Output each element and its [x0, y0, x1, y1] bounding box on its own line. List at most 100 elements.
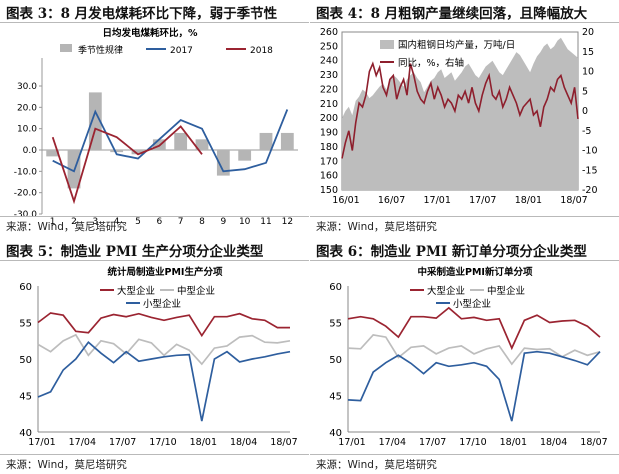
pmi-production-chart: 统计局制造业PMI生产分项 40 45 50 55 60 17/01 17/04 17/07 17…	[19, 266, 297, 448]
x-tick-label: 3	[92, 217, 98, 227]
panel-title: 图表 6：制造业 PMI 新订单分项分企业类型	[316, 244, 587, 260]
legend-label: 2018	[250, 46, 273, 56]
x-tick-label: 17/01	[424, 195, 451, 206]
x-tick-label: 18/07	[270, 437, 297, 448]
series-line	[347, 306, 601, 351]
y-left-tick-label: 180	[320, 142, 338, 153]
x-tick-label: 16/01	[332, 195, 359, 206]
x-tick-label: 17/07	[419, 437, 446, 448]
title-divider	[0, 260, 309, 261]
title-divider	[310, 22, 619, 23]
x-tick-label: 2	[71, 217, 77, 227]
x-tick-label: 4	[114, 217, 120, 227]
legend-label: 小型企业	[453, 298, 491, 310]
x-tick-label: 18/01	[500, 437, 527, 448]
x-tick-label: 12	[282, 217, 293, 227]
y-left-tick-label: 250	[320, 41, 338, 52]
y-tick-label: 20.0	[17, 103, 37, 113]
y-left-tick-label: 220	[320, 84, 338, 95]
bar-seasonal	[174, 132, 188, 150]
x-tick-label: 18/07	[580, 437, 607, 448]
x-tick-label: 17/10	[459, 437, 486, 448]
x-tick-label: 17/04	[379, 437, 406, 448]
y-tick-label: 45	[19, 392, 32, 403]
y-right-tick-label: 20	[582, 27, 594, 38]
series-line	[37, 312, 290, 338]
y-right-tick-label: 0	[582, 106, 588, 117]
chart-title: 中采制造业PMI新订单分项	[418, 266, 533, 278]
x-tick-label: 18/04	[540, 437, 567, 448]
x-tick-label: 8	[199, 217, 205, 227]
title-divider	[0, 22, 309, 23]
series-line	[37, 333, 291, 366]
legend-label: 小型企业	[143, 298, 181, 310]
legend-label: 大型企业	[427, 285, 465, 297]
legend-swatch	[380, 40, 394, 49]
x-tick-label: 11	[260, 217, 271, 227]
y-left-tick-label: 240	[320, 56, 338, 67]
y-right-tick-label: -5	[582, 126, 591, 137]
x-tick-label: 17/01	[28, 437, 55, 448]
x-tick-label: 7	[178, 217, 184, 227]
pmi-new-orders-chart: 中采制造业PMI新订单分项 40 45 50 55 60 17/01 17/04 17/07 17…	[329, 266, 607, 448]
source-divider	[310, 216, 619, 217]
legend-label: 2017	[170, 46, 193, 56]
y-right-tick-label: 15	[582, 47, 594, 58]
bar-seasonal	[131, 150, 145, 155]
y-tick-label: 10.0	[17, 125, 37, 135]
y-tick-label: -20.0	[14, 189, 38, 199]
legend-label: 大型企业	[117, 285, 155, 297]
bar-seasonal	[46, 150, 60, 157]
x-tick-label: 6	[156, 217, 162, 227]
series-line	[347, 350, 601, 422]
x-tick-label: 5	[135, 217, 141, 227]
y-right-tick-label: -20	[582, 185, 598, 196]
x-tick-label: 17/10	[149, 437, 176, 448]
y-right-tick-label: 5	[582, 86, 588, 97]
y-left-tick-label: 260	[320, 27, 338, 38]
panel-title: 图表 3：8 月发电煤耗环比下降，弱于季节性	[6, 6, 278, 22]
legend-label: 中型企业	[487, 285, 525, 297]
y-right-tick-label: -15	[582, 165, 598, 176]
panel-title: 图表 4：8 月粗钢产量继续回落，且降幅放大	[316, 6, 588, 22]
y-left-tick-label: 150	[320, 185, 338, 196]
y-tick-label: 40	[329, 428, 342, 439]
series-line-2018	[51, 125, 203, 205]
x-tick-label: 17/07	[469, 195, 496, 206]
legend-label: 中型企业	[177, 285, 215, 297]
x-tick-label: 18/01	[190, 437, 217, 448]
y-left-tick-label: 200	[320, 113, 338, 124]
source-divider	[0, 216, 309, 217]
y-tick-label: 40	[19, 428, 32, 439]
y-tick-label: 50	[329, 355, 342, 366]
bar-seasonal	[238, 150, 252, 161]
y-tick-label: 50	[19, 355, 32, 366]
y-tick-label: 0.0	[23, 146, 38, 156]
source-divider	[310, 454, 619, 455]
series-line-2017	[52, 109, 289, 173]
x-tick-label: 1	[50, 217, 56, 227]
x-tick-label: 18/01	[515, 195, 542, 206]
legend-label: 季节性规律	[78, 44, 123, 56]
bar-seasonal	[259, 132, 273, 150]
bar-seasonal	[216, 150, 230, 176]
panel-coal-consumption: 图表 3：8 月发电煤耗环比下降，弱于季节性 日均发电煤耗环比，% 季节性规律 20…	[0, 0, 309, 236]
x-tick-label: 9	[220, 217, 226, 227]
y-left-tick-label: 170	[320, 156, 338, 167]
series-line	[37, 340, 291, 422]
legend-label: 同比，%，右轴	[398, 57, 464, 69]
series-line	[347, 333, 601, 366]
x-tick-label: 17/01	[338, 437, 365, 448]
y-tick-label: 45	[329, 392, 342, 403]
y-tick-label: 55	[19, 319, 32, 330]
chart-title: 统计局制造业PMI生产分项	[108, 266, 223, 278]
area-steel-output	[342, 37, 578, 191]
bar-seasonal	[88, 92, 102, 150]
panel-crude-steel: 图表 4：8 月粗钢产量继续回落，且降幅放大 150 160 170 180 190 20…	[310, 0, 619, 236]
coal-consumption-chart: 日均发电煤耗环比，% 季节性规律 2017 2018 -30.0 -20.0 -10.0 0.…	[14, 27, 298, 227]
source-note: 来源：Wind，莫尼塔研究	[316, 459, 437, 471]
panel-title: 图表 5：制造业 PMI 生产分项分企业类型	[6, 244, 264, 260]
crude-steel-chart: 150160170180190200210220230240250260-20-…	[320, 27, 598, 206]
source-note: 来源：Wind，莫尼塔研究	[316, 221, 437, 233]
panel-pmi-production: 图表 5：制造业 PMI 生产分项分企业类型 统计局制造业PMI生产分项 40 45…	[0, 238, 309, 474]
